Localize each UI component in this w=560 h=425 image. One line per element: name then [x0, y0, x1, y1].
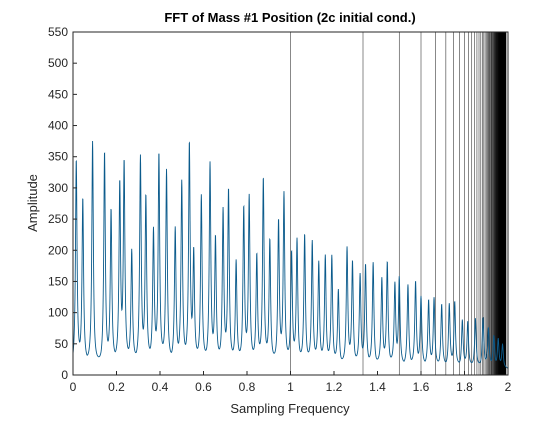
y-tick-label: 400 [48, 119, 68, 133]
spectrum-line [72, 141, 509, 369]
y-tick-label: 350 [48, 150, 68, 164]
x-tick-label: 1.6 [413, 380, 430, 394]
x-tick-label: 1 [287, 380, 294, 394]
y-tick-label: 100 [48, 306, 68, 320]
y-tick-label: 250 [48, 212, 68, 226]
x-tick-label: 1.2 [326, 380, 343, 394]
x-tick-label: 1.4 [369, 380, 386, 394]
chart-title: FFT of Mass #1 Position (2c initial cond… [164, 10, 415, 25]
x-axis: 0 0.2 0.4 0.6 0.8 1 1.2 1.4 1.6 1.8 2 [70, 371, 512, 394]
x-tick-label: 1.8 [456, 380, 473, 394]
spectrum-series [72, 141, 509, 369]
x-tick-label: 0.8 [239, 380, 256, 394]
y-tick-label: 300 [48, 181, 68, 195]
y-axis-label: Amplitude [25, 174, 40, 232]
y-tick-label: 50 [55, 337, 69, 351]
x-tick-label: 0 [70, 380, 77, 394]
y-axis: 0 50 100 150 200 250 300 350 400 450 500 550 [48, 25, 77, 382]
y-tick-label: 0 [61, 368, 68, 382]
y-tick-label: 550 [48, 25, 68, 39]
reference-lines [72, 32, 507, 375]
y-tick-label: 150 [48, 274, 68, 288]
y-tick-label: 450 [48, 87, 68, 101]
x-tick-label: 2 [505, 380, 512, 394]
y-tick-label: 200 [48, 243, 68, 257]
y-tick-label: 500 [48, 56, 68, 70]
x-axis-label: Sampling Frequency [230, 401, 350, 416]
x-tick-label: 0.2 [108, 380, 125, 394]
x-tick-label: 0.6 [195, 380, 212, 394]
x-tick-label: 0.4 [152, 380, 169, 394]
